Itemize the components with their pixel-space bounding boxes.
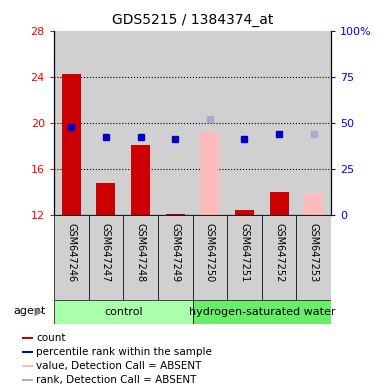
Bar xyxy=(22,365,33,367)
Bar xyxy=(192,31,227,215)
Text: control: control xyxy=(104,307,142,317)
Bar xyxy=(235,210,254,215)
Text: GSM647249: GSM647249 xyxy=(170,223,180,283)
Text: GSM647252: GSM647252 xyxy=(274,223,284,283)
Bar xyxy=(166,214,185,215)
Bar xyxy=(54,31,89,215)
Bar xyxy=(22,379,33,381)
Bar xyxy=(227,31,262,215)
Bar xyxy=(62,74,81,215)
Bar xyxy=(131,145,150,215)
Text: GSM647247: GSM647247 xyxy=(101,223,111,283)
Bar xyxy=(262,31,296,215)
Text: hydrogen-saturated water: hydrogen-saturated water xyxy=(189,307,335,317)
Bar xyxy=(200,132,219,215)
Bar xyxy=(54,215,89,300)
Text: percentile rank within the sample: percentile rank within the sample xyxy=(36,347,212,357)
Title: GDS5215 / 1384374_at: GDS5215 / 1384374_at xyxy=(112,13,273,27)
Bar xyxy=(192,300,331,324)
Bar xyxy=(296,31,331,215)
Text: GSM647253: GSM647253 xyxy=(309,223,319,283)
Bar xyxy=(123,215,158,300)
Bar xyxy=(158,215,192,300)
Bar xyxy=(123,31,158,215)
Bar xyxy=(22,337,33,339)
Text: rank, Detection Call = ABSENT: rank, Detection Call = ABSENT xyxy=(36,375,196,384)
Text: GSM647248: GSM647248 xyxy=(136,223,146,283)
Bar xyxy=(96,183,116,215)
Bar xyxy=(304,194,323,215)
Bar xyxy=(296,215,331,300)
Bar xyxy=(89,215,123,300)
Text: GSM647246: GSM647246 xyxy=(66,223,76,283)
Text: value, Detection Call = ABSENT: value, Detection Call = ABSENT xyxy=(36,361,201,371)
Bar xyxy=(192,215,227,300)
Bar xyxy=(22,351,33,353)
Bar xyxy=(89,31,123,215)
Bar xyxy=(158,31,192,215)
Bar xyxy=(270,192,289,215)
Text: agent: agent xyxy=(13,306,46,316)
Bar xyxy=(227,215,262,300)
Bar xyxy=(54,300,192,324)
Text: GSM647251: GSM647251 xyxy=(239,223,249,283)
Bar xyxy=(262,215,296,300)
Text: GSM647250: GSM647250 xyxy=(205,223,215,283)
Text: count: count xyxy=(36,333,65,343)
